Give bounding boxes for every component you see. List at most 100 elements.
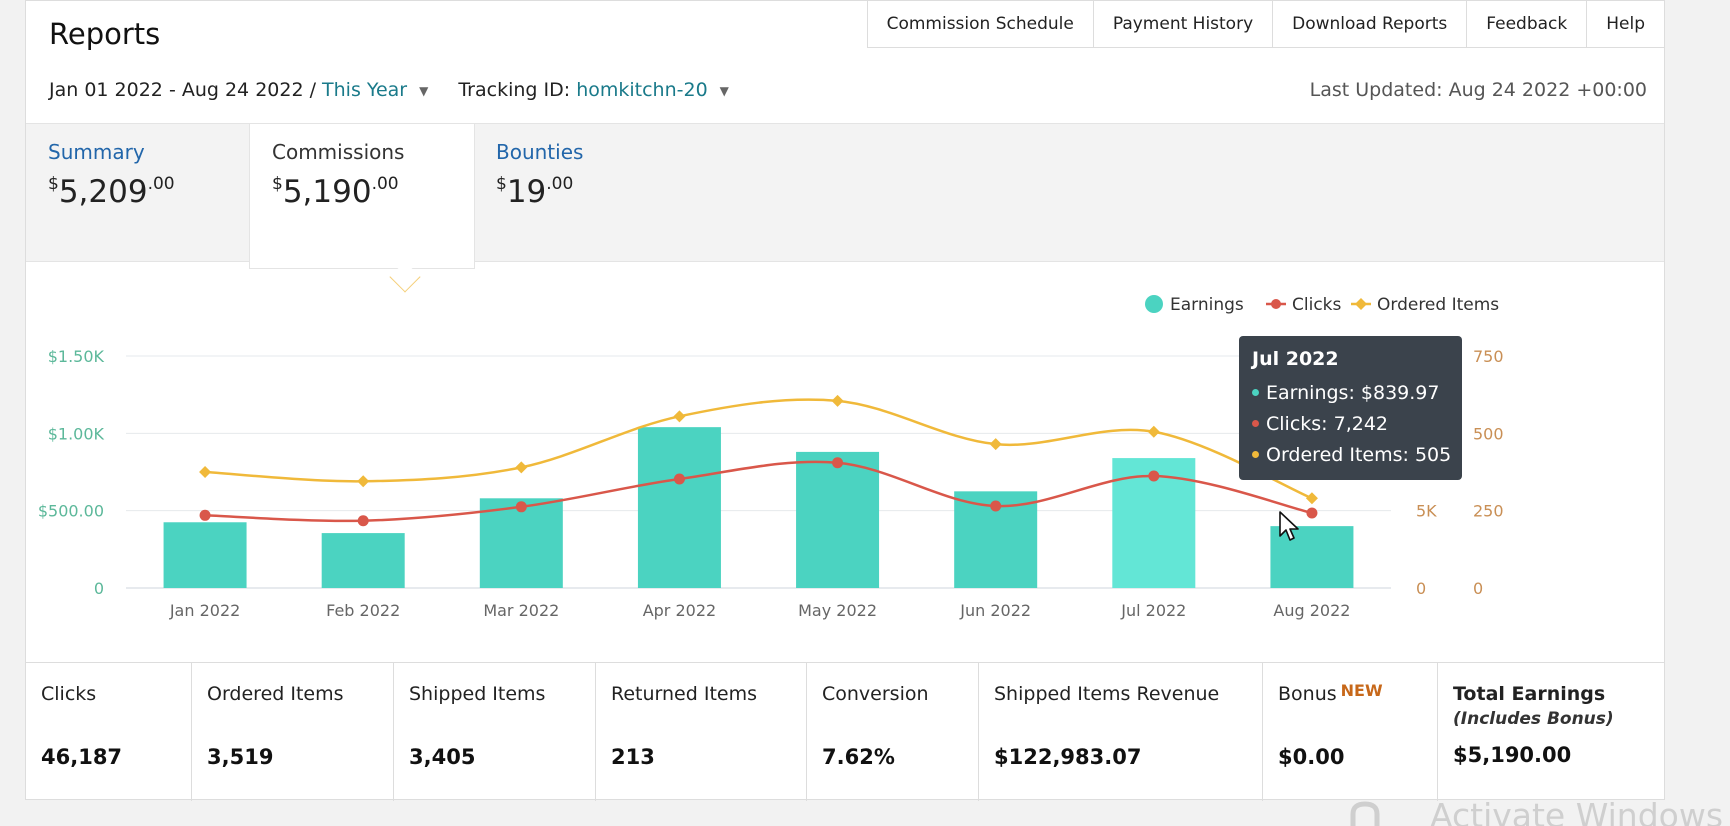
lock-icon [1350,801,1380,826]
stat-label: Shipped Items [409,683,546,705]
chevron-down-icon[interactable]: ▼ [419,84,429,98]
dot-icon [1252,389,1259,396]
stat-conversion: Conversion 7.62% [807,663,979,801]
bar [163,522,247,588]
bar [479,498,563,588]
stat-value: 46,187 [41,745,123,769]
y-tick-label-ordered: 0 [1473,579,1483,598]
dot-icon [1252,420,1259,427]
data-point [673,410,686,423]
new-badge: NEW [1340,681,1383,700]
summary-amount: $5,209.00 [48,174,175,210]
summary-tab-bounties[interactable]: Bounties $19.00 [474,124,698,263]
data-point [515,461,528,474]
stat-value: 7.62% [822,745,895,769]
commissions-amount: $5,190.00 [272,174,399,210]
summary-tab-commissions[interactable]: Commissions $5,190.00 [250,124,474,268]
y-tick-label-left: $500.00 [38,502,104,521]
x-tick-label: Apr 2022 [643,601,716,620]
stat-ordered-items: Ordered Items 3,519 [192,663,394,801]
stat-label: Conversion [822,683,929,705]
stat-value: 3,405 [409,745,476,769]
page-title: Reports [49,17,161,51]
series-line [205,460,1313,523]
y-tick-label-ordered: 750 [1473,347,1504,366]
stat-sublabel: (Includes Bonus) [1453,709,1614,729]
summary-tab-label: Summary [48,140,145,164]
stat-value: $5,190.00 [1453,743,1572,767]
legend-marker [1145,295,1163,313]
tooltip-row-earnings: Earnings: $839.97 [1252,378,1449,409]
tab-help[interactable]: Help [1606,14,1645,34]
data-point [1148,470,1160,482]
tab-payment-history[interactable]: Payment History [1094,1,1274,47]
legend-marker [1271,299,1281,309]
last-updated: Last Updated: Aug 24 2022 +00:00 [1309,79,1647,101]
y-tick-label-left: $1.50K [48,347,105,366]
stat-label: Ordered Items [207,683,344,705]
date-range[interactable]: Jan 01 2022 - Aug 24 2022 [49,79,304,101]
summary-tab-label: Commissions [272,140,405,164]
summary-tab-summary[interactable]: Summary $5,209.00 [26,124,250,263]
filter-row: Jan 01 2022 - Aug 24 2022 / This Year ▼ … [49,79,759,101]
stat-clicks: Clicks 46,187 [26,663,192,801]
bar [796,451,880,588]
tracking-label: Tracking ID: [458,79,577,101]
y-tick-label-left: 0 [94,579,104,598]
x-tick-label: Aug 2022 [1273,601,1350,620]
tab-download-reports[interactable]: Download Reports [1273,1,1468,47]
series-line [204,398,1313,500]
date-separator: / [303,79,323,101]
legend-label: Clicks [1292,295,1342,315]
stat-value: 213 [611,745,655,769]
date-preset-dropdown[interactable]: This Year [322,79,408,101]
chevron-down-icon[interactable]: ▼ [719,84,729,98]
stat-label: Returned Items [611,683,757,705]
tab-feedback[interactable]: Feedback [1467,1,1588,47]
tooltip-row-clicks: Clicks: 7,242 [1252,409,1449,440]
tooltip-title: Jul 2022 [1252,348,1339,370]
data-point [1147,425,1160,438]
data-point [515,501,527,513]
y-tick-label-clicks: 5K [1416,502,1437,521]
legend-label: Ordered Items [1377,295,1499,315]
stat-value: 3,519 [207,745,274,769]
top-nav-tabs: Commission Schedule Payment History Down… [866,1,1664,48]
bounties-amount: $19.00 [496,174,574,210]
chart-tooltip: Jul 2022 Earnings: $839.97 Clicks: 7,242… [1239,336,1462,480]
y-tick-label-ordered: 500 [1473,424,1504,443]
x-tick-label: May 2022 [798,601,877,620]
x-tick-label: Mar 2022 [483,601,559,620]
stat-label: Clicks [41,683,97,705]
x-tick-label: Jan 2022 [169,601,240,620]
stat-bonus: Bonus NEW $0.00 [1263,663,1438,801]
data-point [989,438,1002,451]
x-tick-label: Jul 2022 [1120,601,1186,620]
stat-label: Bonus NEW [1278,681,1383,705]
data-point [831,394,844,407]
stat-shipped-items: Shipped Items 3,405 [394,663,596,801]
tracking-id-dropdown[interactable]: homkitchn-20 [576,79,708,101]
y-tick-label-clicks: 0 [1416,579,1426,598]
stat-label: Shipped Items Revenue [994,683,1220,705]
data-point [357,515,369,527]
x-tick-label: Feb 2022 [326,601,400,620]
earnings-chart: 000$500.005K250$1.00K10K500$1.50K15K750J… [38,295,1504,620]
dot-icon [1252,451,1259,458]
data-point [357,475,370,488]
data-point [1305,492,1318,505]
tab-commission-schedule[interactable]: Commission Schedule [868,1,1094,47]
data-point [199,509,211,521]
stat-total-earnings: Total Earnings (Includes Bonus) $5,190.0… [1438,663,1664,801]
mouse-cursor-icon [1279,511,1299,541]
y-tick-label-left: $1.00K [48,424,105,443]
tooltip-row-ordered: Ordered Items: 505 [1252,440,1451,471]
data-point [673,473,685,485]
stat-returned-items: Returned Items 213 [596,663,807,801]
stat-value: $0.00 [1278,745,1345,769]
bar [321,533,405,588]
legend-label: Earnings [1170,295,1244,315]
data-point [1306,507,1318,519]
bar [1270,526,1354,588]
bar [637,427,721,588]
